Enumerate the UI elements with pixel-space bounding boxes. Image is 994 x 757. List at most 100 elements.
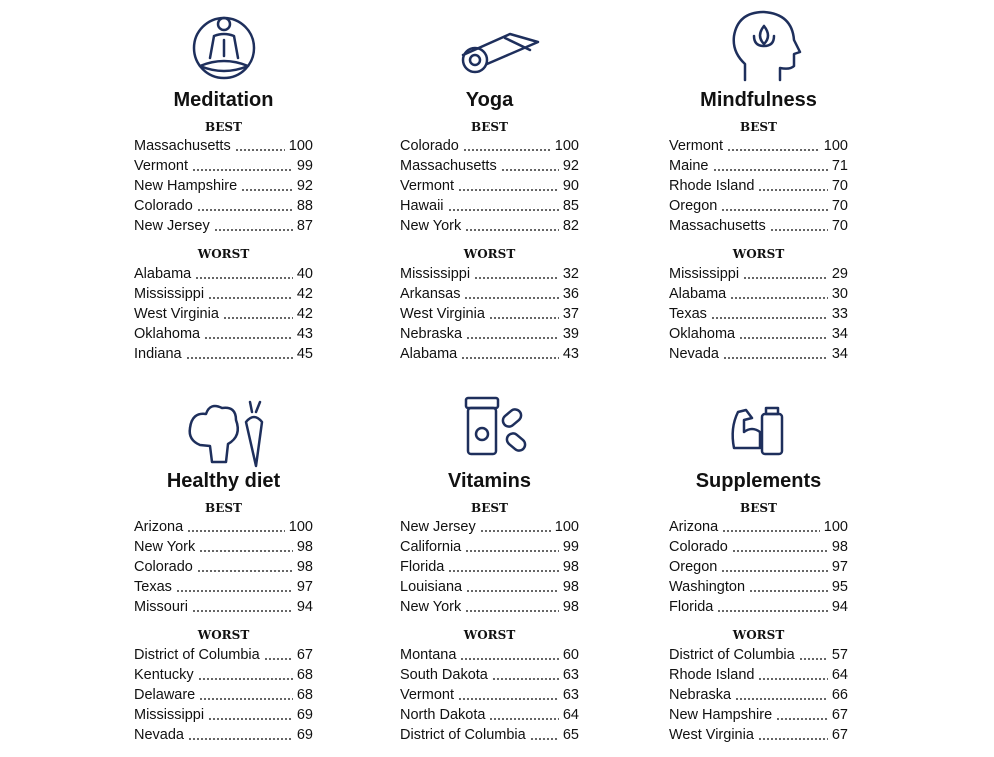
worst-row: Alabama 43 — [400, 344, 579, 364]
state: Rhode Island — [669, 667, 755, 683]
meditation-icon — [192, 16, 256, 80]
dot-leader — [717, 610, 828, 612]
score: 97 — [831, 559, 848, 575]
state: Alabama — [669, 286, 727, 302]
dot-leader — [222, 317, 293, 319]
state: Nevada — [134, 727, 184, 743]
state: Arizona — [669, 519, 719, 535]
worst-row: Nevada 34 — [669, 344, 848, 364]
score: 30 — [831, 286, 848, 302]
state: Oklahoma — [134, 326, 201, 342]
dot-leader — [466, 590, 559, 592]
state: New York — [400, 599, 462, 615]
worst-row: Kentucky 68 — [134, 665, 313, 685]
dot-leader — [757, 738, 828, 740]
panel-title: Vitamins — [448, 470, 531, 492]
state: New Jersey — [400, 519, 476, 535]
state: Kentucky — [134, 667, 194, 683]
best-row: Massachusetts 70 — [669, 216, 848, 236]
score: 94 — [296, 599, 313, 615]
best-row: Maine 71 — [669, 156, 848, 176]
best-row: Arizona 100 — [669, 517, 848, 537]
worst-row: West Virginia 37 — [400, 304, 579, 324]
best-row: New York 98 — [400, 597, 579, 617]
dot-leader — [735, 698, 828, 700]
dot-leader — [462, 149, 551, 151]
score: 70 — [831, 198, 848, 214]
dot-leader — [500, 169, 559, 171]
state: District of Columbia — [400, 727, 526, 743]
best-row: Texas 97 — [134, 577, 313, 597]
score: 42 — [296, 286, 313, 302]
score: 88 — [296, 198, 313, 214]
score: 94 — [831, 599, 848, 615]
best-row: Arizona 100 — [134, 517, 313, 537]
score: 65 — [562, 727, 579, 743]
worst-heading: WORST — [732, 628, 785, 642]
dot-leader — [749, 590, 828, 592]
best-row: Vermont 100 — [669, 136, 848, 156]
panel-title: Supplements — [695, 470, 822, 492]
score: 32 — [562, 266, 579, 282]
state: Arizona — [134, 519, 184, 535]
worst-row: West Virginia 67 — [669, 725, 848, 745]
state: Mississippi — [669, 266, 740, 282]
worst-row: District of Columbia 67 — [134, 645, 313, 665]
dot-leader — [722, 530, 820, 532]
best-row: Vermont 99 — [134, 156, 313, 176]
worst-row: Indiana 45 — [134, 344, 313, 364]
dot-leader — [187, 738, 293, 740]
best-row: Oregon 97 — [669, 557, 848, 577]
state: Nevada — [669, 346, 719, 362]
dot-leader — [196, 570, 293, 572]
score: 45 — [296, 346, 313, 362]
dot-leader — [465, 610, 559, 612]
score: 40 — [296, 266, 313, 282]
score: 98 — [562, 559, 579, 575]
score: 67 — [831, 707, 848, 723]
best-row: Rhode Island 70 — [669, 176, 848, 196]
state: Oklahoma — [669, 326, 736, 342]
dot-leader — [460, 658, 559, 660]
state: New Jersey — [134, 218, 210, 234]
worst-row: Delaware 68 — [134, 685, 313, 705]
score: 64 — [562, 707, 579, 723]
dot-leader — [731, 550, 828, 552]
score: 37 — [562, 306, 579, 322]
state: Colorado — [134, 198, 193, 214]
score: 98 — [296, 539, 313, 555]
best-row: Hawaii 85 — [400, 196, 579, 216]
best-heading: BEST — [471, 501, 508, 515]
best-row: New York 82 — [400, 216, 579, 236]
state: Vermont — [400, 178, 454, 194]
score: 95 — [831, 579, 848, 595]
state: Rhode Island — [669, 178, 755, 194]
state: Indiana — [134, 346, 182, 362]
dot-leader — [465, 229, 559, 231]
score: 97 — [296, 579, 313, 595]
dot-leader — [191, 610, 293, 612]
score: 39 — [562, 326, 579, 342]
score: 66 — [831, 687, 848, 703]
score: 36 — [562, 286, 579, 302]
state: Mississippi — [134, 707, 205, 723]
state: Vermont — [400, 687, 454, 703]
best-heading: BEST — [205, 501, 242, 515]
score: 67 — [296, 647, 313, 663]
dot-leader — [489, 718, 559, 720]
score: 63 — [562, 667, 579, 683]
vitamins-icon — [464, 396, 527, 456]
score: 29 — [831, 266, 848, 282]
score: 85 — [562, 198, 579, 214]
score: 68 — [296, 667, 313, 683]
state: Nebraska — [669, 687, 732, 703]
best-row: Oregon 70 — [669, 196, 848, 216]
score: 98 — [562, 579, 579, 595]
worst-row: North Dakota 64 — [400, 705, 579, 725]
healthy-diet-icon — [188, 400, 264, 468]
score: 42 — [296, 306, 313, 322]
worst-row: Nebraska 39 — [400, 324, 579, 344]
dot-leader — [196, 209, 293, 211]
best-row: Louisiana 98 — [400, 577, 579, 597]
